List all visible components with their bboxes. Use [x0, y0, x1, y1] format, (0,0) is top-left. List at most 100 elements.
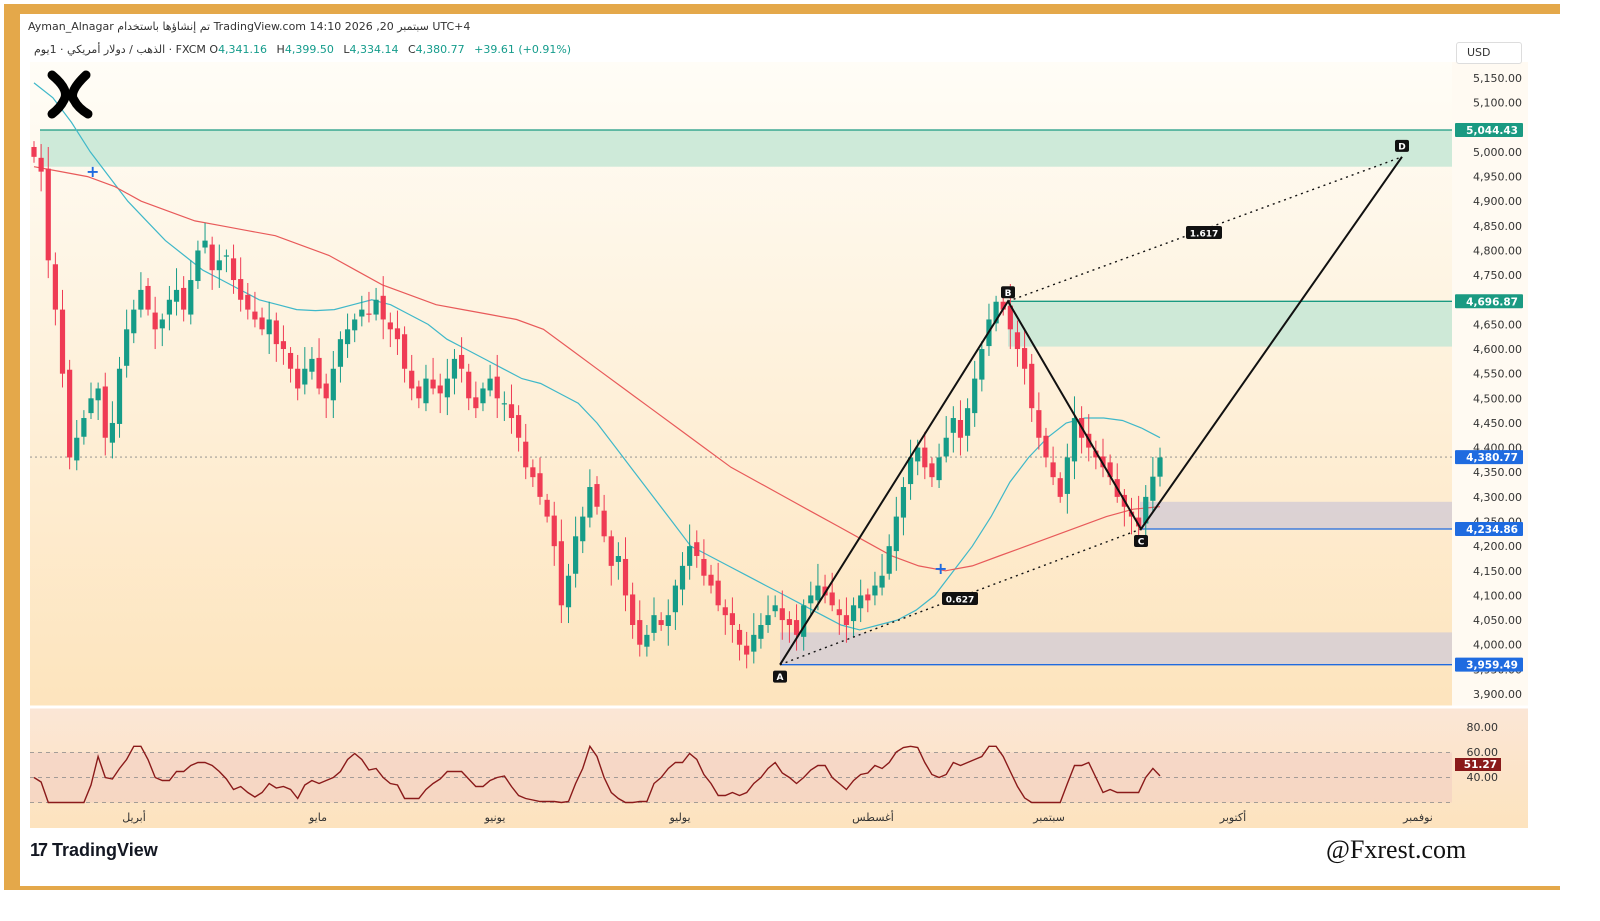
candle-body	[344, 329, 351, 345]
candle-body	[1014, 332, 1021, 350]
price-tick: 4,050.00	[1473, 614, 1522, 627]
candle-body	[964, 408, 971, 436]
rsi-line	[33, 744, 1161, 804]
currency-selector[interactable]: USD	[1456, 42, 1522, 64]
candle-body	[551, 515, 557, 547]
price-tick: 3,900.00	[1473, 688, 1522, 701]
point-badge	[1134, 534, 1148, 547]
candle-body	[209, 244, 215, 271]
rsi-tag-bg	[1455, 758, 1501, 771]
candle-body	[230, 258, 237, 281]
candle-body	[409, 370, 415, 389]
price-tick: 4,000.00	[1473, 639, 1522, 652]
author-name: Ayman_Alnagar	[28, 20, 114, 33]
candle-body	[88, 398, 94, 414]
candle-body	[1057, 478, 1063, 497]
candle-body	[665, 615, 671, 626]
rsi-tick: 40.00	[1467, 771, 1499, 784]
zone-1	[1008, 301, 1452, 347]
candle-body	[216, 260, 222, 271]
price-tag-label: 4,380.77	[1466, 452, 1518, 464]
candle-body	[124, 329, 130, 366]
candle-body	[173, 289, 180, 302]
month-label: أكتوبر	[1219, 810, 1246, 824]
price-tag-bg	[1455, 657, 1523, 672]
price-tick: 4,300.00	[1473, 491, 1522, 504]
candle-body	[758, 625, 764, 639]
candle-body	[202, 240, 208, 248]
candle-body	[793, 620, 800, 635]
candle-body	[401, 334, 408, 369]
candle-body	[416, 386, 422, 399]
price-tick: 4,600.00	[1473, 343, 1522, 356]
month-label: أبريل	[122, 810, 146, 824]
candle-body	[195, 250, 201, 282]
candle-body	[736, 629, 743, 645]
candle-body	[801, 605, 807, 637]
candle-body	[708, 574, 714, 586]
candle-body	[280, 341, 287, 350]
price-tag-label: 4,696.87	[1466, 296, 1518, 308]
symbol-title[interactable]: الذهب / دولار أمريكي · 1يوم · FXCM	[34, 43, 206, 56]
price-tag: 3,959.49	[1455, 657, 1523, 672]
candle-body	[337, 339, 344, 367]
candle-body	[829, 592, 835, 606]
candle-body	[74, 437, 80, 461]
zone-3	[780, 632, 1452, 665]
price-tick: 4,500.00	[1473, 392, 1522, 405]
candle-body	[608, 536, 614, 566]
candle-body	[359, 309, 365, 317]
open-label: O	[209, 43, 219, 56]
rsi-tick: 60.00	[1467, 746, 1499, 759]
candle-body	[508, 404, 515, 419]
ratio-label: 1.617	[1190, 230, 1218, 240]
price-tag-bg	[1455, 294, 1523, 309]
point-badge	[1001, 286, 1015, 299]
candle-body	[259, 317, 265, 330]
candle-body	[651, 615, 657, 633]
candle-body	[45, 168, 51, 261]
ema-slow-line	[33, 166, 1161, 572]
candle-body	[630, 594, 636, 626]
candle-body	[516, 415, 522, 438]
candle-body	[587, 487, 593, 518]
candle-body	[159, 319, 165, 329]
candle-body	[437, 385, 443, 394]
candle-body	[715, 580, 721, 606]
x-logo-icon	[47, 70, 93, 119]
candle-body	[273, 320, 279, 345]
price-tick: 4,850.00	[1473, 220, 1522, 233]
rsi-tick: 80.00	[1467, 721, 1499, 734]
candle-body	[444, 378, 450, 398]
watermark: @Fxrest.com	[1326, 835, 1467, 864]
candle-body	[1157, 457, 1163, 477]
price-tag-label: 5,044.43	[1466, 125, 1518, 137]
chart-credit-line: Ayman_Alnagar تم إنشاؤها باستخدام Tradin…	[28, 20, 470, 33]
candle-body	[622, 558, 629, 596]
symbol-ohlc-line: الذهب / دولار أمريكي · 1يوم · FXCM O4,34…	[34, 43, 571, 56]
point-c: C	[1134, 534, 1148, 547]
candle-body	[580, 516, 586, 542]
candle-body	[473, 397, 479, 409]
candle-body	[1029, 363, 1035, 409]
candle-body	[387, 322, 393, 330]
month-label: مايو	[308, 811, 327, 824]
candle-body	[565, 575, 572, 608]
candle-body	[544, 499, 550, 517]
candle-body	[922, 447, 928, 468]
candle-body	[530, 467, 536, 478]
candle-body	[957, 420, 964, 438]
open-value: 4,341.16	[218, 43, 268, 56]
candle-body	[786, 619, 793, 626]
candle-body	[245, 294, 251, 310]
candle-body	[972, 378, 978, 414]
candle-body	[744, 645, 750, 655]
candle-body	[252, 311, 258, 320]
price-tick: 5,150.00	[1473, 72, 1522, 85]
price-tick: 4,800.00	[1473, 244, 1522, 257]
candle-body	[701, 558, 707, 576]
candle-body	[152, 312, 158, 330]
point-label: A	[777, 673, 784, 683]
candle-body	[95, 388, 101, 401]
